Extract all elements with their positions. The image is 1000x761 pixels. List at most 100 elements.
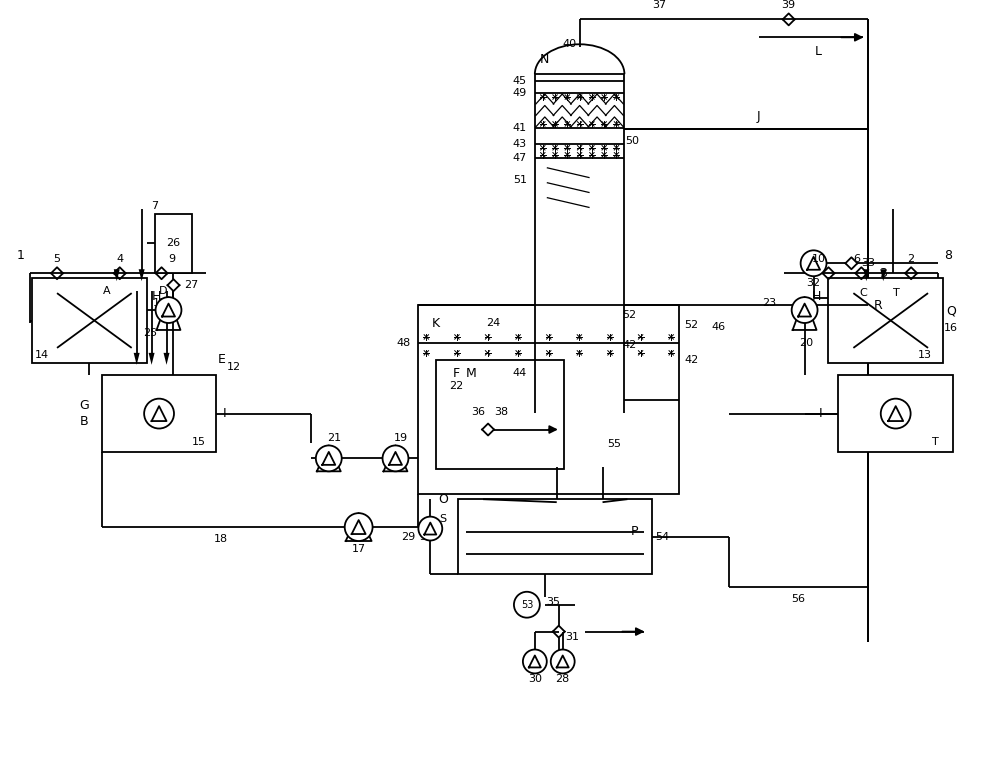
Circle shape (523, 649, 547, 673)
Text: 1: 1 (16, 249, 24, 262)
Text: 26: 26 (166, 238, 181, 248)
Text: 31: 31 (566, 632, 580, 642)
Text: 43: 43 (513, 139, 527, 149)
Circle shape (418, 517, 442, 540)
Circle shape (792, 297, 818, 323)
Text: 17: 17 (352, 544, 366, 554)
Text: 38: 38 (494, 406, 508, 416)
Text: M: M (466, 368, 477, 380)
Text: H: H (812, 290, 821, 303)
Circle shape (801, 250, 827, 276)
Text: 51: 51 (513, 175, 527, 185)
Text: 29: 29 (401, 531, 416, 542)
Text: 30: 30 (528, 674, 542, 684)
Polygon shape (880, 269, 886, 282)
Text: 50: 50 (625, 135, 639, 146)
Polygon shape (134, 353, 140, 365)
Text: 37: 37 (652, 1, 666, 11)
Text: 18: 18 (214, 534, 228, 544)
Text: O: O (438, 492, 448, 506)
Bar (436, 360, 564, 470)
Text: 45: 45 (513, 76, 527, 86)
Text: 2: 2 (908, 254, 915, 264)
Text: 48: 48 (396, 338, 410, 348)
Text: 12: 12 (227, 361, 241, 372)
Circle shape (551, 649, 575, 673)
Text: 20: 20 (800, 338, 814, 348)
Bar (131, 280, 136, 288)
Text: 5: 5 (54, 254, 61, 264)
Text: 16: 16 (944, 323, 958, 333)
Text: 4: 4 (116, 254, 123, 264)
Text: S: S (439, 514, 446, 524)
Text: 21: 21 (327, 434, 341, 444)
Text: 33: 33 (861, 258, 875, 269)
Text: L: L (815, 45, 822, 58)
Bar (102, 374, 216, 452)
Text: I: I (819, 407, 822, 420)
Text: K: K (432, 317, 440, 330)
Circle shape (383, 445, 408, 471)
Text: 46: 46 (712, 322, 726, 332)
Bar (828, 279, 943, 363)
Text: 42: 42 (622, 340, 637, 350)
Bar (418, 305, 679, 494)
Bar (874, 283, 879, 291)
Bar (32, 279, 147, 363)
Text: 35: 35 (546, 597, 560, 607)
Text: 15: 15 (191, 438, 205, 447)
Text: 34: 34 (419, 531, 433, 542)
Text: A: A (103, 286, 111, 296)
Text: P: P (631, 525, 638, 538)
Text: 24: 24 (486, 318, 500, 328)
Circle shape (156, 297, 181, 323)
Text: I: I (222, 407, 226, 420)
Text: 27: 27 (184, 280, 199, 290)
Circle shape (514, 592, 540, 618)
Text: 40: 40 (563, 40, 577, 49)
Text: 39: 39 (782, 1, 796, 11)
Text: 14: 14 (35, 350, 49, 360)
Text: T: T (932, 438, 938, 447)
Text: 3: 3 (879, 266, 887, 280)
Text: 13: 13 (918, 350, 932, 360)
Text: 25: 25 (144, 328, 158, 338)
Text: 36: 36 (471, 406, 485, 416)
Text: J: J (757, 110, 761, 123)
Text: 6: 6 (853, 254, 860, 264)
Text: Q: Q (946, 304, 956, 317)
Text: H: H (152, 290, 161, 303)
Bar (155, 214, 192, 273)
Circle shape (881, 399, 911, 428)
Polygon shape (149, 353, 155, 365)
Text: 23: 23 (762, 298, 776, 308)
Text: 8: 8 (944, 249, 952, 262)
Bar (838, 374, 953, 452)
Text: 53: 53 (521, 600, 533, 610)
Text: 49: 49 (513, 88, 527, 98)
Text: 56: 56 (792, 594, 806, 603)
Text: 9: 9 (168, 254, 175, 264)
Text: 42: 42 (684, 355, 698, 365)
Text: B: B (80, 415, 88, 428)
Polygon shape (114, 269, 120, 282)
Text: 41: 41 (513, 123, 527, 133)
Text: G: G (79, 399, 89, 412)
Circle shape (345, 513, 373, 541)
Polygon shape (164, 353, 170, 365)
Text: 32: 32 (807, 279, 821, 288)
Text: 52: 52 (684, 320, 698, 330)
Text: C: C (859, 288, 867, 298)
Circle shape (316, 445, 342, 471)
Text: 44: 44 (513, 368, 527, 377)
Text: 7: 7 (151, 201, 158, 211)
Bar (458, 499, 652, 574)
Text: 52: 52 (622, 310, 636, 320)
Text: D: D (159, 286, 168, 296)
Text: 28: 28 (556, 674, 570, 684)
Circle shape (144, 399, 174, 428)
Text: 19: 19 (393, 434, 408, 444)
Text: 54: 54 (655, 531, 669, 542)
Text: 10: 10 (812, 254, 826, 264)
Text: E: E (217, 353, 225, 366)
